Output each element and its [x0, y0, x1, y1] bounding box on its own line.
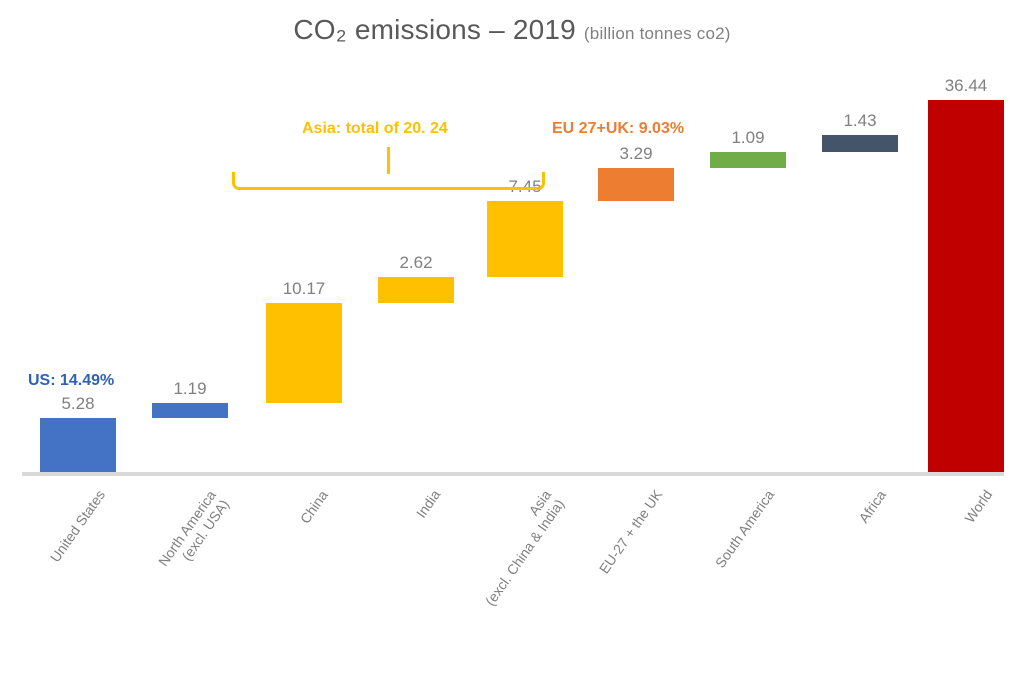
bar-china[interactable] [266, 303, 342, 403]
x-label-north-america-ex-usa: North America (excl. USA) [154, 487, 233, 570]
chart-title-main: CO₂ emissions – 2019 [293, 14, 576, 45]
bar-value-south-america: 1.09 [731, 128, 765, 147]
x-label-south-america: South America [711, 486, 778, 571]
chart-title: CO₂ emissions – 2019 (billion tonnes co2… [0, 14, 1024, 46]
x-label-asia-ex-china-india: Asia (excl. China & India) [481, 486, 568, 609]
asia-group-bracket-stem [387, 147, 390, 174]
x-label-eu-27-uk: EU-27 + the UK [595, 486, 666, 577]
x-label-united-states: United States [46, 486, 109, 565]
bar-world[interactable] [928, 100, 1004, 472]
bar-africa[interactable] [822, 135, 898, 152]
axis-baseline [22, 472, 1004, 476]
chart-title-subtitle: (billion tonnes co2) [583, 24, 731, 43]
bar-value-india: 2.62 [399, 253, 433, 272]
asia-group-bracket [232, 172, 545, 190]
bar-value-asia-ex-china-india: 7.45 [508, 177, 542, 196]
bar-value-china: 10.17 [282, 279, 326, 298]
annotation-asia-total: Asia: total of 20. 24 [302, 120, 448, 137]
plot-area: 5.28 1.19 10.17 2.62 7.45 3.29 1.09 1.43 36.44 [0, 60, 1024, 480]
bar-value-world: 36.44 [944, 76, 988, 95]
annotation-us-share: US: 14.49% [28, 372, 115, 389]
annotation-eu-share: EU 27+UK: 9.03% [552, 120, 685, 137]
bar-united-states[interactable] [40, 418, 116, 472]
x-label-china: China [296, 487, 331, 527]
bar-value-africa: 1.43 [843, 111, 877, 130]
bar-india[interactable] [378, 277, 454, 303]
bar-value-eu-27-uk: 3.29 [619, 144, 653, 163]
bar-north-america-ex-usa[interactable] [152, 403, 228, 418]
bar-value-united-states: 5.28 [61, 394, 95, 413]
x-label-world: World [961, 486, 996, 526]
bar-asia-ex-china-india[interactable] [487, 201, 563, 277]
x-label-india: India [412, 486, 444, 521]
x-label-africa: Africa [855, 487, 889, 526]
bar-eu-27-uk[interactable] [598, 168, 674, 201]
bar-south-america[interactable] [710, 152, 786, 168]
bar-value-north-america-ex-usa: 1.19 [173, 379, 207, 398]
